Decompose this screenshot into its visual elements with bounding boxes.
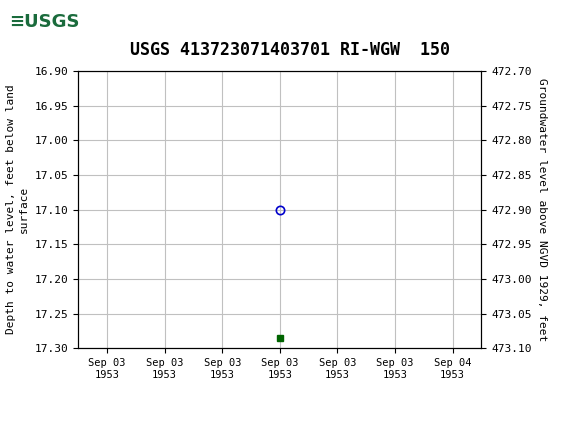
Y-axis label: Depth to water level, feet below land
surface: Depth to water level, feet below land su… — [6, 85, 29, 335]
Y-axis label: Groundwater level above NGVD 1929, feet: Groundwater level above NGVD 1929, feet — [537, 78, 547, 341]
FancyBboxPatch shape — [3, 3, 116, 43]
Text: USGS 413723071403701 RI-WGW  150: USGS 413723071403701 RI-WGW 150 — [130, 41, 450, 59]
Text: ≡USGS: ≡USGS — [9, 12, 79, 31]
